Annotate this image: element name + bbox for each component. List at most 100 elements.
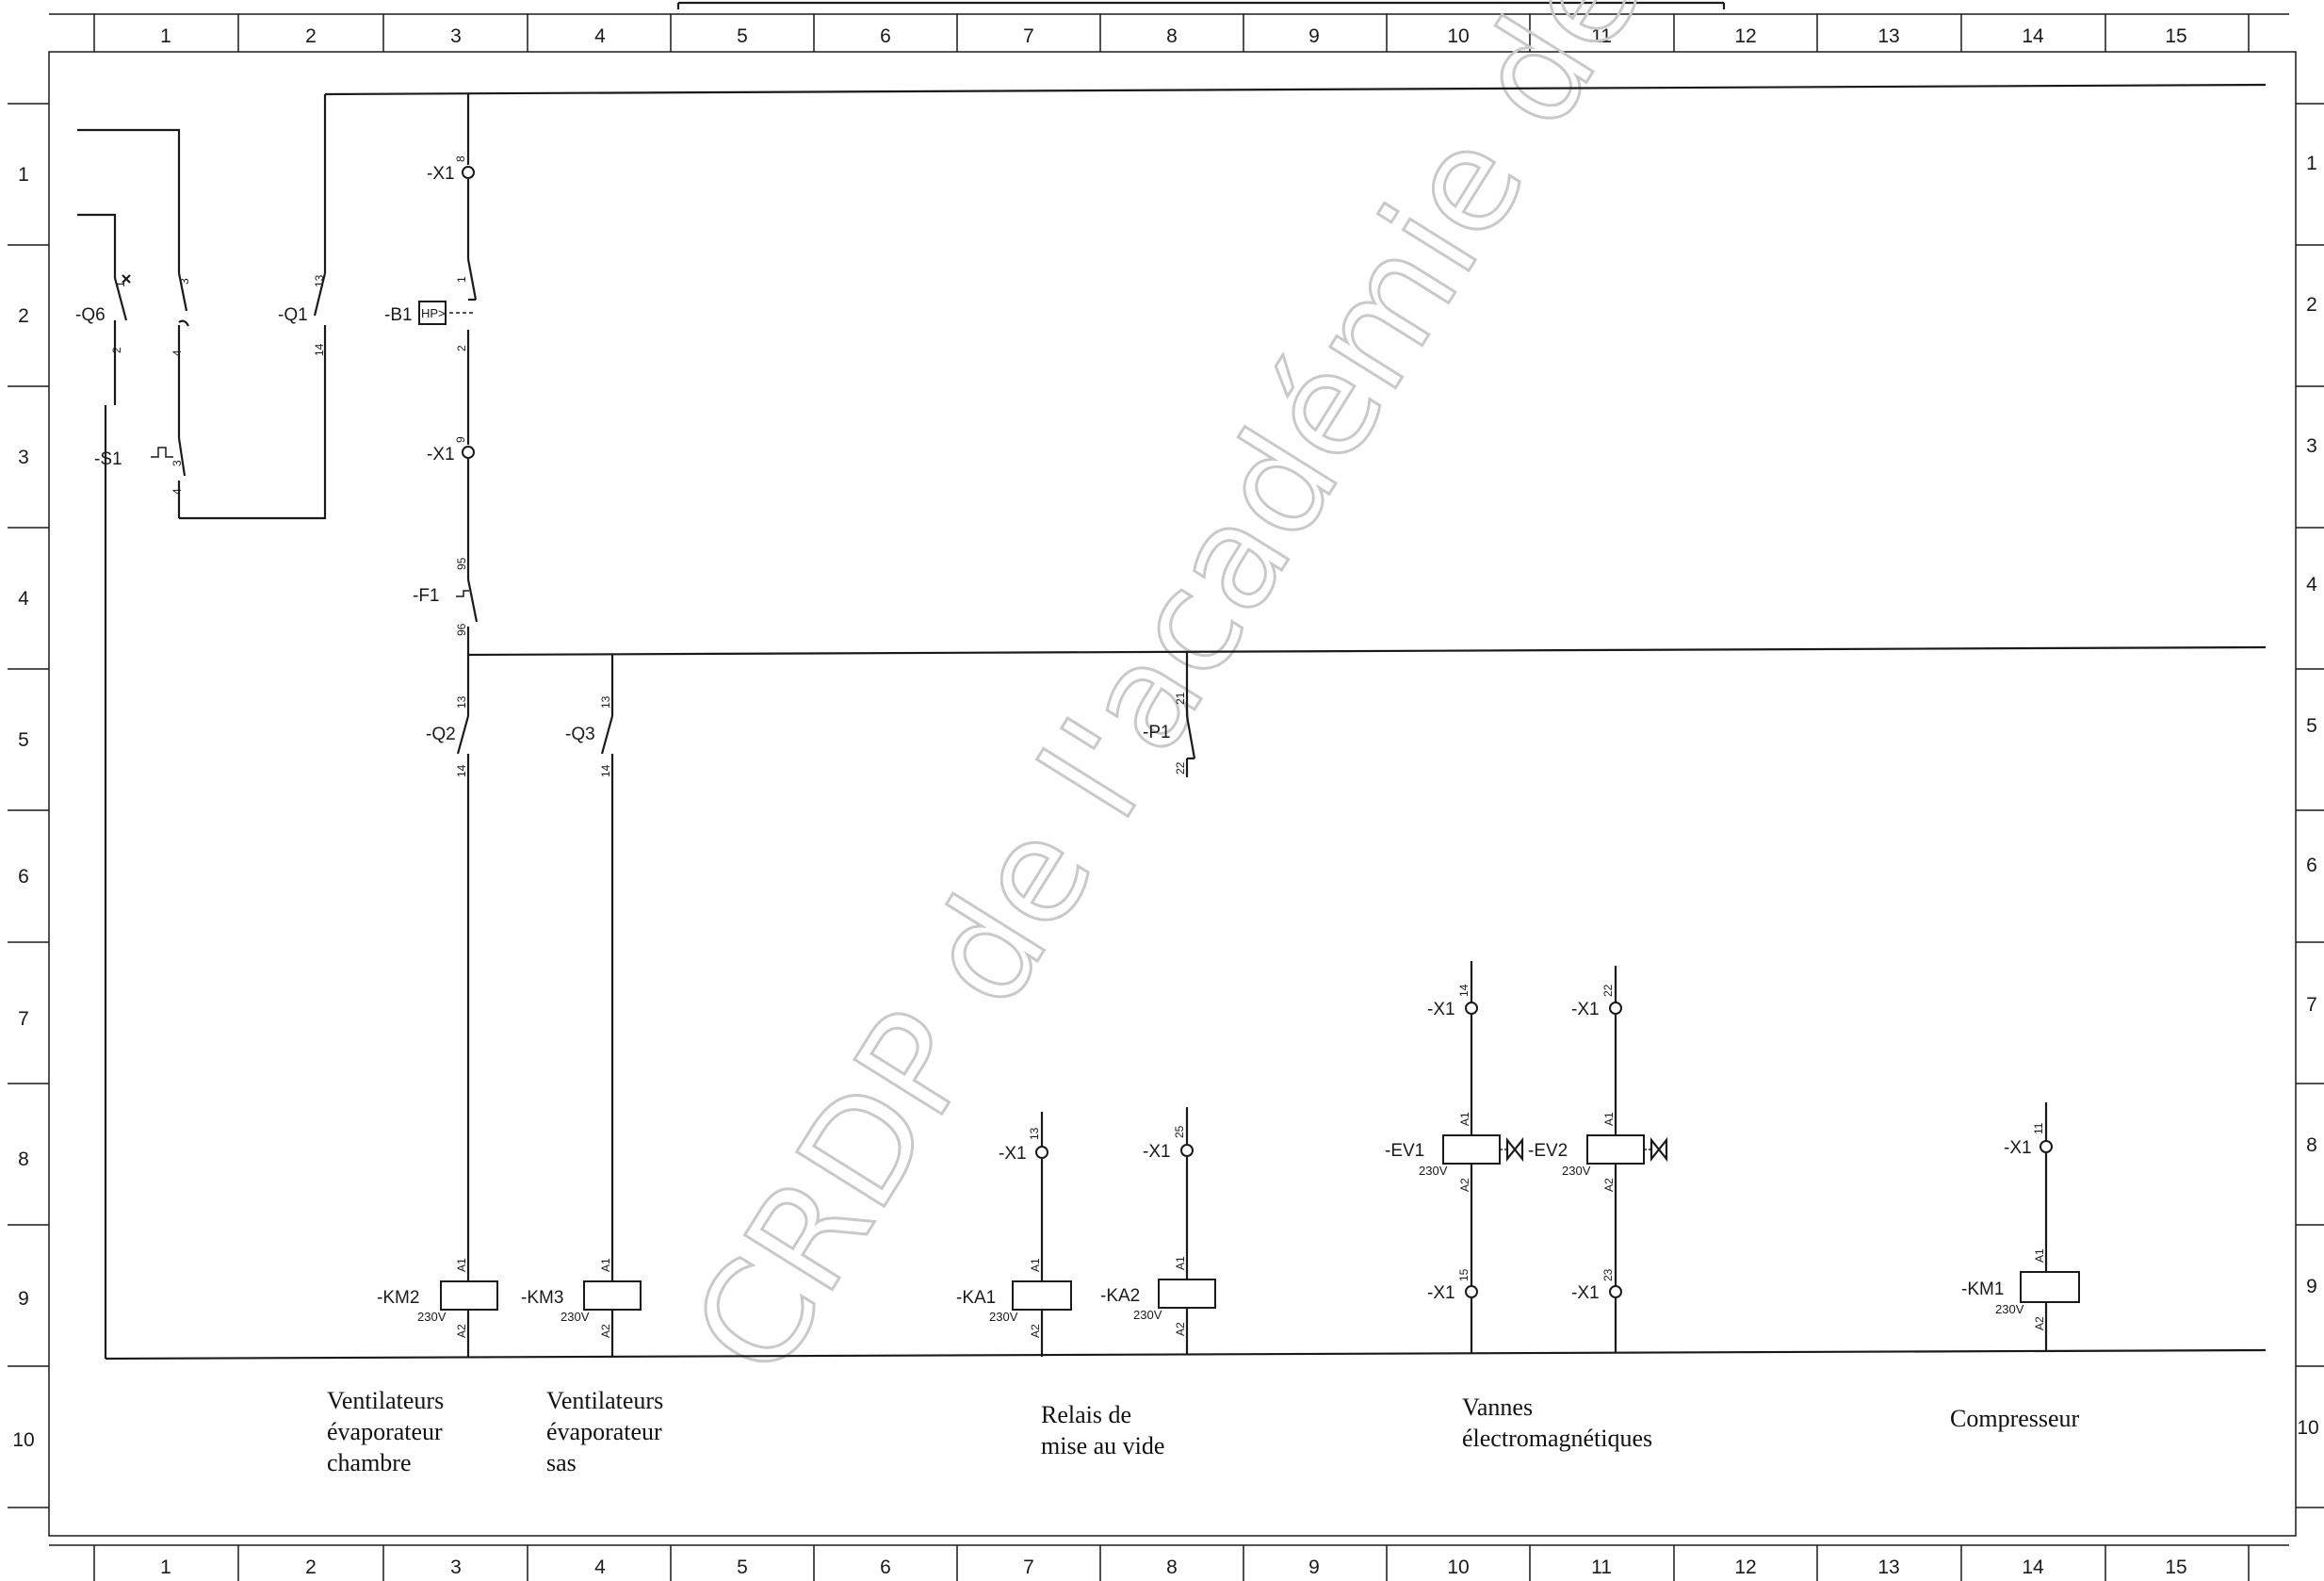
coil-box (1442, 1134, 1501, 1165)
ka2-label: -KA2 (1100, 1286, 1140, 1306)
col-label: 9 (1308, 25, 1320, 47)
pin-15: 15 (1457, 1268, 1471, 1281)
col-label: 7 (1023, 1557, 1034, 1578)
row-label: 3 (2306, 435, 2317, 457)
coil-box (1586, 1134, 1645, 1165)
watermark: CRDP de l'académie de Montpellier (662, 0, 2119, 1403)
pin-a2: A2 (2033, 1316, 2046, 1330)
voltage-label: 230V (1133, 1308, 1162, 1322)
row-label: 10 (2297, 1417, 2318, 1439)
pin-a2: A2 (1174, 1322, 1187, 1336)
ev1-solenoid-valve: -EV1 230V A1 A2 (1385, 1112, 1524, 1192)
col-label: 13 (1877, 1557, 1899, 1578)
col-label: 13 (1877, 25, 1899, 47)
col-label: 11 (1591, 1557, 1612, 1578)
s1-blade-upper (177, 272, 188, 312)
km1-label: -KM1 (1961, 1279, 2004, 1299)
coil-box (440, 1280, 498, 1311)
f1-pin-95: 95 (455, 557, 468, 570)
terminal-circle (462, 446, 475, 459)
terminal-circle (1609, 1002, 1622, 1015)
q2-blade (456, 715, 470, 755)
x1-terminal-13: -X1 13 (999, 1127, 1048, 1164)
pin-a1: A1 (1458, 1112, 1471, 1126)
col-label: 6 (880, 25, 891, 47)
row-label: 5 (18, 729, 29, 751)
x1-label: -X1 (1571, 1283, 1600, 1303)
km2-coil: -KM2 230V A1 A2 (377, 1258, 498, 1338)
ev2-label: -EV2 (1528, 1141, 1568, 1161)
b1-hp-text: HP> (421, 306, 446, 320)
ka2-coil: -KA2 230V A1 A2 (1100, 1256, 1216, 1336)
q1-breaker: -Q1 13 14 (278, 272, 327, 356)
km1-coil: -KM1 230V A1 A2 (1961, 1248, 2080, 1330)
s1-pin-3a: 3 (178, 278, 191, 285)
col-label: 9 (1308, 1557, 1320, 1578)
q6-breaker: -Q6 1 2 (75, 274, 131, 353)
col-label: 8 (1166, 1557, 1178, 1578)
row-label: 2 (2306, 294, 2317, 316)
p1-contact: -P1 21 22 (1143, 692, 1196, 777)
col-label: 6 (880, 1557, 891, 1578)
valve-icon (1650, 1136, 1668, 1163)
wiring (77, 83, 2267, 1361)
q6-pin-1: 1 (114, 281, 127, 287)
col-label: 11 (1591, 25, 1612, 47)
caption-ventilateurs-sas: Ventilateurs évaporateur sas (546, 1387, 663, 1476)
s1-actuator-icon (151, 447, 173, 458)
pin-a2: A2 (1602, 1178, 1616, 1192)
q6-label: -Q6 (75, 305, 106, 325)
col-label: 2 (305, 1557, 317, 1578)
x1-terminal-22: -X1 22 (1571, 984, 1622, 1019)
s1-label: -S1 (94, 449, 122, 469)
col-label: 2 (305, 25, 317, 47)
col-label: 7 (1023, 25, 1034, 47)
pin-a1: A1 (1029, 1258, 1042, 1272)
svg-text:évaporateur: évaporateur (546, 1418, 662, 1445)
terminal-circle (462, 166, 475, 179)
f1-thermal-icon (456, 590, 469, 597)
q3-label: -Q3 (565, 725, 595, 744)
row-label: 4 (18, 588, 29, 610)
p1-label: -P1 (1143, 723, 1171, 742)
col-label: 15 (2165, 1557, 2186, 1578)
pin-a2: A2 (599, 1324, 612, 1338)
b1-pin-1: 1 (455, 276, 468, 283)
terminal-circle (2040, 1140, 2053, 1153)
pin-8: 8 (454, 155, 467, 162)
row-label: 3 (18, 447, 29, 468)
p1-pin-22: 22 (1174, 761, 1187, 774)
x1-terminal-25: -X1 25 (1143, 1125, 1194, 1162)
svg-text:Compresseur: Compresseur (1950, 1405, 2080, 1432)
q3-blade (600, 715, 614, 755)
km3-label: -KM3 (521, 1288, 563, 1308)
svg-text:chambre: chambre (327, 1449, 412, 1476)
q1-label: -Q1 (278, 305, 308, 325)
ka1-coil: -KA1 230V A1 A2 (956, 1258, 1072, 1338)
pin-a1: A1 (455, 1258, 468, 1272)
row-label: 2 (18, 305, 29, 327)
row-label: 4 (2306, 574, 2317, 595)
x1-label: -X1 (1427, 1283, 1455, 1303)
col-label: 1 (160, 1557, 171, 1578)
valve-icon (1505, 1136, 1524, 1163)
b1-pressure-switch: HP> -B1 1 2 (384, 258, 478, 351)
pin-a2: A2 (1458, 1178, 1471, 1192)
col-label: 8 (1166, 25, 1178, 47)
row-label: 9 (2306, 1276, 2317, 1297)
svg-text:Ventilateurs: Ventilateurs (546, 1387, 663, 1414)
x1-terminal-9: -X1 9 (427, 436, 475, 465)
q2-pin-14: 14 (455, 764, 468, 777)
f1-pin-96: 96 (455, 623, 468, 636)
x1-label: -X1 (427, 164, 455, 184)
x1-terminal-11: -X1 11 (2004, 1122, 2053, 1158)
s1-pin-4a: 4 (171, 350, 184, 356)
svg-text:Ventilateurs: Ventilateurs (327, 1387, 444, 1414)
p1-pin-21: 21 (1174, 692, 1187, 705)
caption-compresseur: Compresseur (1950, 1405, 2080, 1432)
svg-text:sas: sas (546, 1449, 577, 1476)
f1-contact (466, 579, 479, 623)
caption-ventilateurs-chambre: Ventilateurs évaporateur chambre (327, 1387, 444, 1476)
svg-text:évaporateur: évaporateur (327, 1418, 443, 1445)
row-label: 9 (18, 1288, 29, 1310)
